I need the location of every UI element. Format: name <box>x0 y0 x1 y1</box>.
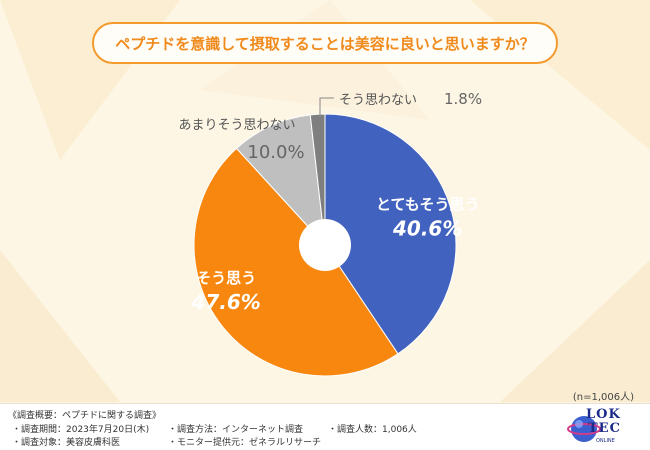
logo-line2: TEC <box>588 421 621 436</box>
pie-chart: とてもそう思う 40.6% そう思う 47.6% あまりそう思わない 10.0% そう思わな… <box>178 90 482 377</box>
slice-very-agree <box>324 113 457 355</box>
question-banner: ペプチドを意識して摂取することは美容に良いと思いますか？ <box>92 22 558 64</box>
slice-value: 47.6% <box>190 290 260 314</box>
logo-line1: LOK <box>586 407 621 422</box>
survey-provider: ・モニター提供元：ゼネラルリサーチ <box>168 438 322 448</box>
survey-target: ・調査対象：美容皮膚科医 <box>12 438 121 448</box>
slice-value: 10.0% <box>247 142 304 163</box>
slice-label: とてもそう思う <box>376 195 480 213</box>
survey-count: ・調査人数：1,006人 <box>328 425 417 435</box>
loktec-logo: LOK TEC ONLINE <box>566 407 628 447</box>
slice-somewhat-disagree <box>235 114 326 247</box>
globe-icon <box>567 416 601 442</box>
slice-agree <box>193 147 399 377</box>
logo-tagline: ONLINE <box>596 438 615 444</box>
sample-size-note: (n=1,006人) <box>572 392 634 403</box>
slice-label: そう思わない <box>339 93 417 108</box>
survey-period: ・調査期間：2023年7月20日(木) <box>12 425 150 435</box>
pie-center-hole <box>299 219 351 271</box>
slice-value: 1.8% <box>444 90 482 108</box>
question-text: ペプチドを意識して摂取することは美容に良いと思いますか？ <box>115 34 535 53</box>
slice-value: 40.6% <box>392 216 462 240</box>
slice-label: あまりそう思わない <box>178 118 295 133</box>
survey-method: ・調査方法：インターネット調査 <box>168 425 304 435</box>
survey-footer: 《調査概要：ペプチドに関する調査》 ・調査期間：2023年7月20日(木) ・調… <box>0 403 650 450</box>
slice-disagree <box>309 113 326 246</box>
survey-title: 《調査概要：ペプチドに関する調査》 <box>8 411 162 421</box>
leader-line <box>319 97 334 118</box>
slice-label: そう思う <box>196 269 256 287</box>
